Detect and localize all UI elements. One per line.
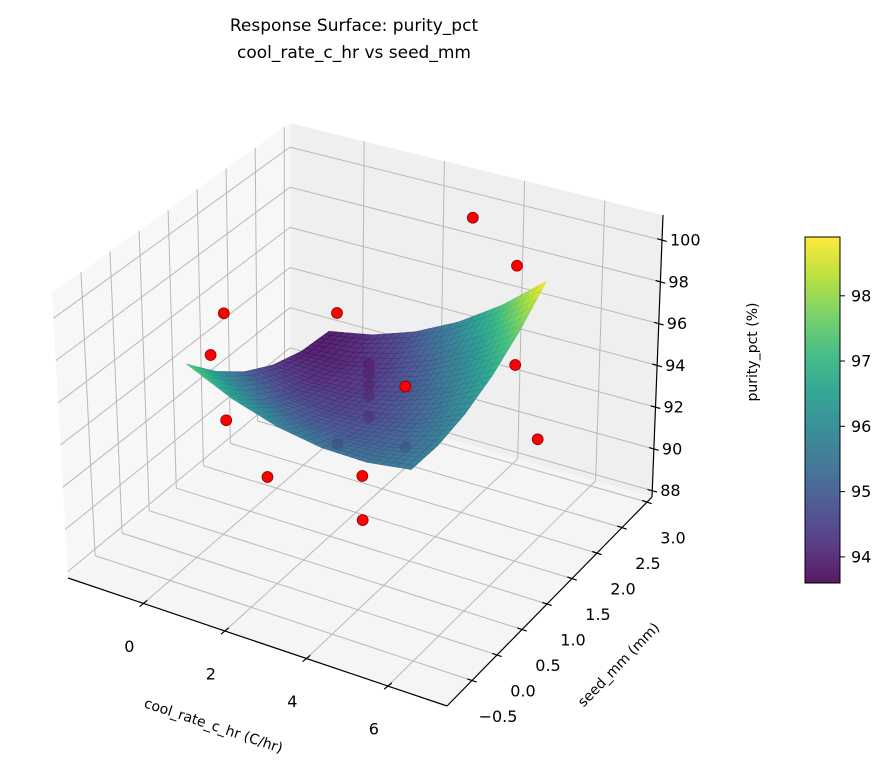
z-gridline: [53, 146, 291, 319]
colorbar-tick-label: 98: [851, 286, 871, 305]
surface-patch: [403, 464, 417, 470]
y-gridline: [94, 555, 473, 681]
chart-title: Response Surface: purity_pct: [230, 16, 479, 36]
colorbar-gradient: [804, 236, 841, 584]
scatter-point: [509, 359, 522, 371]
x-axis-line: [67, 577, 448, 707]
z-tick-label: 98: [668, 272, 688, 291]
x-tick-label: 4: [287, 692, 297, 711]
y-tick-label: −0.5: [479, 707, 518, 726]
y-gridline: [138, 230, 150, 511]
z-tick-label: 90: [662, 440, 682, 459]
z-tick-mark: [653, 321, 664, 326]
y-tick-label: 0.0: [510, 682, 535, 701]
chart-subtitle: cool_rate_c_hr vs seed_mm: [237, 43, 471, 63]
y-tick-label: 1.5: [585, 605, 610, 624]
x-gridline: [387, 480, 596, 687]
y-tick-label: 2.5: [635, 554, 660, 573]
scatter-point: [331, 307, 343, 319]
z-tick-mark: [655, 279, 666, 284]
y-tick-mark: [642, 499, 652, 505]
y-gridline: [109, 251, 123, 534]
axis-panes: [52, 123, 663, 706]
z-tick-mark: [648, 447, 659, 451]
z-axis-line: [651, 214, 664, 498]
z-tick-mark: [650, 405, 661, 410]
y-axis-line: [446, 496, 653, 707]
z-tick-label: 100: [670, 231, 701, 250]
scatter-point: [356, 470, 369, 482]
z-tick-label: 96: [667, 314, 687, 333]
z-gridline: [289, 146, 663, 241]
y-tick-label: 3.0: [660, 529, 685, 548]
z-axis-label: purity_pct (%): [745, 303, 761, 402]
y-axis-label: seed_mm (mm): [575, 620, 663, 710]
x-axis-label: cool_rate_c_hr (C/hr): [142, 696, 285, 757]
colorbar-tick-label: 95: [851, 482, 871, 501]
scatter-point: [466, 211, 479, 224]
y-tick-mark: [467, 678, 477, 683]
z-tick-label: 94: [665, 356, 685, 375]
y-tick-label: 1.0: [560, 631, 585, 650]
z-gridline: [289, 186, 661, 283]
y-gridline: [121, 532, 498, 656]
x-tick-mark: [139, 599, 148, 608]
z-tick-label: 92: [664, 398, 684, 417]
y-tick-mark: [617, 525, 627, 530]
x-tick-label: 6: [369, 720, 379, 739]
left-pane: [52, 123, 290, 578]
colorbar-tick-label: 97: [851, 352, 871, 371]
y-tick-mark: [517, 627, 527, 632]
y-tick-label: 0.5: [535, 656, 560, 675]
z-tick-mark: [652, 363, 663, 368]
scatter-point: [204, 349, 217, 361]
colorbar-tick-label: 96: [851, 417, 871, 436]
y-tick-mark: [542, 601, 552, 607]
scatter-point: [261, 471, 274, 483]
scatter-point: [356, 514, 369, 526]
y-gridline: [167, 210, 177, 489]
y-tick-mark: [567, 576, 577, 581]
scatter-point: [399, 380, 412, 393]
colorbar: 94 95 96 97 98: [804, 236, 871, 584]
scatter-point: [217, 307, 230, 320]
z-gridline: [67, 387, 291, 573]
colorbar-tick-label: 94: [851, 547, 871, 566]
floor-pane: [68, 394, 652, 706]
y-tick-mark: [592, 550, 602, 556]
z-tick-label: 88: [660, 481, 680, 500]
z-gridline: [62, 307, 291, 488]
response-surface: [186, 280, 548, 470]
x-gridline: [224, 436, 441, 632]
scatter-point: [220, 414, 233, 427]
x-gridline: [595, 200, 606, 481]
y-tick-mark: [492, 652, 502, 658]
x-tick-mark: [220, 627, 230, 635]
y-gridline: [203, 465, 573, 580]
scatter-point: [511, 259, 523, 272]
y-gridline: [196, 189, 204, 466]
z-gridline: [57, 227, 291, 404]
axes: 0 2 4 6 −0.5 0.00.51.01.52.02.53.0 88 90 92 94 96 9…: [67, 214, 701, 739]
z-tick-mark: [657, 238, 667, 242]
x-tick-label: 2: [206, 665, 216, 684]
y-gridline: [230, 442, 598, 554]
z-gridline: [60, 267, 291, 446]
y-gridline: [149, 510, 523, 630]
y-tick-label: 2.0: [610, 580, 635, 599]
y-gridline: [225, 168, 231, 444]
x-gridline: [306, 458, 519, 659]
x-tick-label: 0: [124, 637, 134, 656]
x-tick-mark: [302, 654, 311, 663]
z-tick-mark: [647, 488, 658, 493]
x-tick-mark: [383, 682, 393, 690]
z-gridline: [55, 186, 291, 362]
z-gridline: [289, 226, 659, 325]
y-gridline: [80, 272, 96, 556]
scatter-point: [531, 433, 544, 446]
y-gridline: [176, 487, 548, 605]
scatter-points-front: [204, 211, 544, 526]
